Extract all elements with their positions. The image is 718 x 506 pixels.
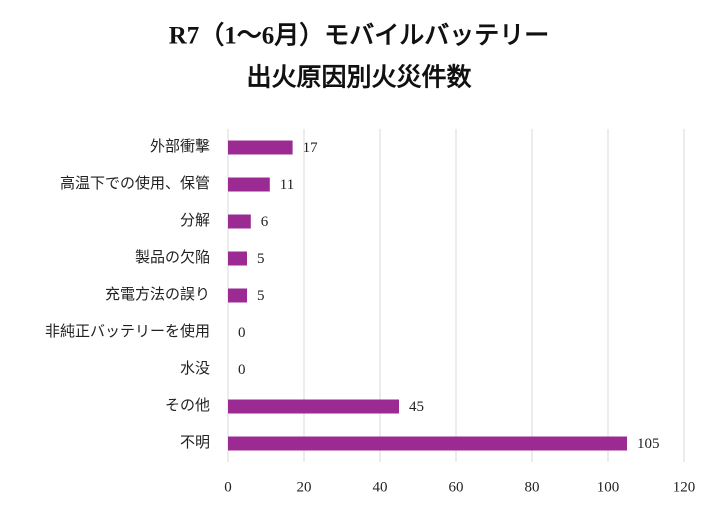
bar: [228, 251, 247, 266]
data-label: 5: [257, 251, 265, 267]
chart-title: R7（1〜6月）モバイルバッテリー: [169, 21, 550, 50]
data-label: 45: [409, 399, 424, 415]
x-tick-label: 60: [449, 479, 464, 495]
bar: [228, 140, 293, 155]
chart-title: 出火原因別火災件数: [246, 64, 472, 92]
x-tick-label: 120: [673, 479, 696, 495]
x-tick-label: 80: [525, 479, 540, 495]
y-tick-label: その他: [165, 397, 210, 414]
data-label: 5: [257, 288, 265, 304]
data-label: 17: [303, 140, 319, 156]
y-tick-label: 分解: [180, 212, 210, 229]
data-label: 11: [280, 177, 294, 193]
y-tick-label: 外部衝撃: [150, 138, 210, 155]
y-tick-label: 製品の欠陥: [135, 249, 210, 266]
data-label: 105: [637, 436, 660, 452]
bar: [228, 177, 270, 192]
y-tick-label: 充電方法の誤り: [105, 286, 210, 303]
bar: [228, 214, 251, 229]
data-label: 0: [238, 325, 246, 341]
bar: [228, 288, 247, 303]
y-tick-label: 不明: [180, 434, 210, 451]
bar: [228, 436, 627, 451]
y-tick-label: 水没: [180, 360, 210, 377]
y-tick-label: 高温下での使用、保管: [60, 175, 210, 192]
data-label: 0: [238, 362, 246, 378]
x-tick-label: 0: [224, 479, 232, 495]
data-label: 6: [261, 214, 269, 230]
x-tick-label: 20: [297, 479, 312, 495]
y-tick-label: 非純正バッテリーを使用: [45, 323, 210, 340]
bar: [228, 399, 399, 414]
x-tick-label: 40: [373, 479, 388, 495]
x-tick-label: 100: [597, 479, 620, 495]
